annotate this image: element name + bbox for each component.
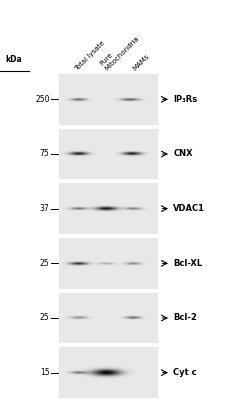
- Text: Bcl-XL: Bcl-XL: [173, 259, 202, 268]
- Text: 15: 15: [40, 368, 50, 377]
- Text: IP₃Rs: IP₃Rs: [173, 95, 197, 104]
- Text: Cyt c: Cyt c: [173, 368, 197, 377]
- Text: 250: 250: [35, 95, 50, 104]
- Text: Bcl-2: Bcl-2: [173, 314, 197, 322]
- Text: Total lysate: Total lysate: [74, 40, 106, 72]
- Text: CNX: CNX: [173, 150, 193, 158]
- Text: 75: 75: [40, 150, 50, 158]
- Text: 37: 37: [40, 204, 50, 213]
- Text: kDa: kDa: [5, 55, 22, 64]
- Text: Pure
Mitochondria: Pure Mitochondria: [99, 30, 140, 72]
- Text: MAMs: MAMs: [131, 53, 150, 72]
- Text: 25: 25: [40, 259, 50, 268]
- Text: 25: 25: [40, 314, 50, 322]
- Text: VDAC1: VDAC1: [173, 204, 205, 213]
